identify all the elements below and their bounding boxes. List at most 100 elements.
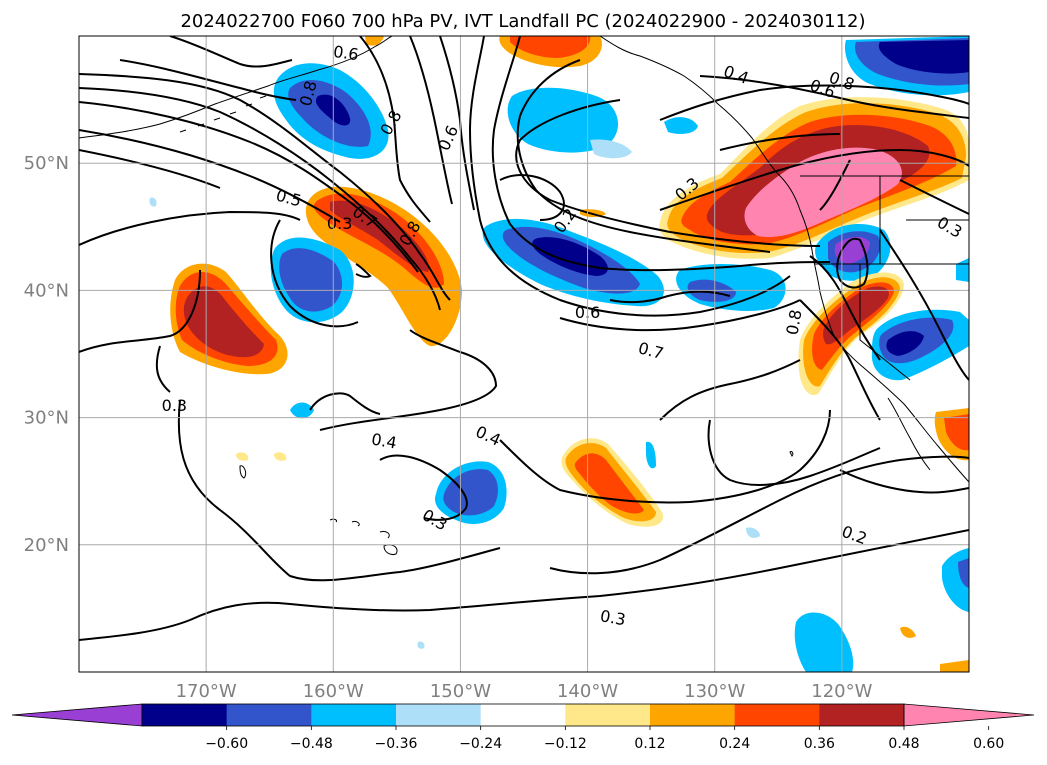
neg-anomaly-north-center (507, 87, 619, 153)
colorbar-tick-label: 0.24 (719, 736, 750, 752)
pos-anomaly-small-4 (274, 452, 287, 461)
gridlines (79, 36, 969, 672)
pos-anomaly-mexico-core (944, 414, 969, 451)
contour-line (79, 73, 451, 301)
colorbar-swatch (480, 704, 566, 726)
neg-anomaly-hawaii-core (443, 469, 498, 516)
pos-anomaly-california-core (823, 286, 889, 345)
neg-anomaly-small-4 (746, 527, 760, 538)
contour-label: 0.3 (599, 606, 627, 629)
colorbar-swatch (311, 704, 397, 726)
map-title: 2024022700 F060 700 hPa PV, IVT Landfall… (180, 11, 865, 32)
neg-anomaly-small-1 (664, 117, 698, 134)
colorbar-swatch (396, 704, 482, 726)
pos-anomaly-small-5 (365, 36, 384, 46)
lon-tick-label: 170°W (176, 681, 237, 702)
contour-line (79, 87, 441, 311)
colorbar-swatch (650, 704, 736, 726)
colorbar-swatch (565, 704, 651, 726)
contour-line (79, 529, 969, 641)
lat-tick-label: 50°N (24, 153, 69, 174)
colorbar-tick-label: 0.60 (973, 736, 1004, 752)
contour-label-group: 0.8 (782, 308, 805, 336)
lon-tick-label: 160°W (303, 681, 364, 702)
contour-line (659, 359, 801, 421)
neg-anomaly-south (794, 612, 854, 672)
southeast-alaska-coast (599, 36, 969, 483)
colorbar-tick-label: −0.12 (544, 736, 587, 752)
neg-anomaly-north-pacific-core (279, 248, 343, 312)
lat-tick-label: 20°N (24, 535, 69, 556)
colorbar-tick-label: 0.48 (888, 736, 919, 752)
colorbar-tick-label: 0.36 (804, 736, 835, 752)
contour-line (319, 329, 498, 431)
colorbar-swatch (819, 704, 905, 726)
contour-label-group: 0.4 (370, 429, 398, 452)
contour-label: 0.3 (162, 396, 187, 415)
colorbar-outline (141, 703, 905, 727)
contour-line (819, 159, 851, 211)
island-small (239, 451, 794, 479)
contour-line (659, 84, 969, 121)
neg-anomaly-small-5 (149, 197, 157, 207)
contour-line (499, 409, 831, 504)
contour-line (359, 36, 431, 223)
colorbar-extend-high (903, 703, 1035, 727)
contour-label-group: 0.3 (599, 606, 627, 629)
state-borders (815, 176, 969, 381)
pos-anomaly-small-6 (940, 660, 969, 672)
contour-line (169, 36, 293, 68)
contour-label: 0.6 (332, 42, 360, 64)
contour-line (707, 419, 881, 486)
pv-contours (79, 36, 969, 641)
pos-anomaly-subtropical-core (574, 453, 644, 514)
contour-label-group: 0.3 (162, 396, 187, 415)
contour-label-group: 0.6 (332, 42, 360, 64)
lat-tick-label: 40°N (24, 280, 69, 301)
colorbar-tick-label: −0.24 (459, 736, 502, 752)
contour-line (468, 36, 791, 317)
colorbar-tick-label: −0.36 (375, 736, 418, 752)
lon-tick-label: 120°W (811, 681, 872, 702)
contour-line (836, 237, 869, 289)
contour-line (879, 229, 969, 381)
contour-line (355, 263, 372, 278)
contour-line (79, 101, 419, 273)
coastlines (79, 36, 969, 555)
lat-tick-label: 30°N (24, 408, 69, 429)
colorbar-swatch (142, 704, 228, 726)
baja-coast (887, 397, 931, 471)
contour-line (699, 75, 969, 119)
lon-tick-label: 140°W (557, 681, 618, 702)
contour-line (559, 299, 801, 332)
neg-anomaly-southeast-core (958, 558, 969, 588)
neg-anomaly-north-center-2 (590, 139, 632, 159)
colorbar-tick-label: 0.12 (634, 736, 665, 752)
neg-anomaly-small-2 (290, 402, 314, 419)
colorbar (11, 703, 1035, 730)
contour-line (515, 99, 821, 247)
contour-line (491, 36, 831, 272)
neg-anomaly-small-7 (417, 641, 425, 649)
alaska-coast (79, 36, 393, 139)
contour-line (799, 299, 881, 421)
contour-line (309, 392, 381, 415)
contour-line (177, 399, 501, 582)
lon-tick-label: 150°W (430, 681, 491, 702)
neg-anomaly-baja-core (886, 331, 924, 356)
contour-line (899, 179, 969, 215)
map-frame (78, 35, 970, 673)
colorbar-labels: −0.60 −0.48 −0.36 −0.24 −0.12 0.12 0.24 0.36 0.4… (205, 736, 1004, 752)
neg-anomaly-northeast-core (878, 40, 969, 74)
contour-line (809, 255, 881, 361)
neg-anomaly-small-3 (646, 441, 656, 469)
contour-line (409, 36, 453, 205)
pos-anomaly-west-pacific-core (183, 286, 264, 358)
colorbar-extend-low (11, 703, 143, 727)
contour-line (609, 290, 731, 304)
contour-label: 0.8 (782, 308, 805, 336)
contour-label: 0.4 (370, 429, 398, 452)
pos-anomaly-small-3 (236, 452, 249, 461)
pos-anomaly-pacific-northwest-core (744, 147, 902, 238)
